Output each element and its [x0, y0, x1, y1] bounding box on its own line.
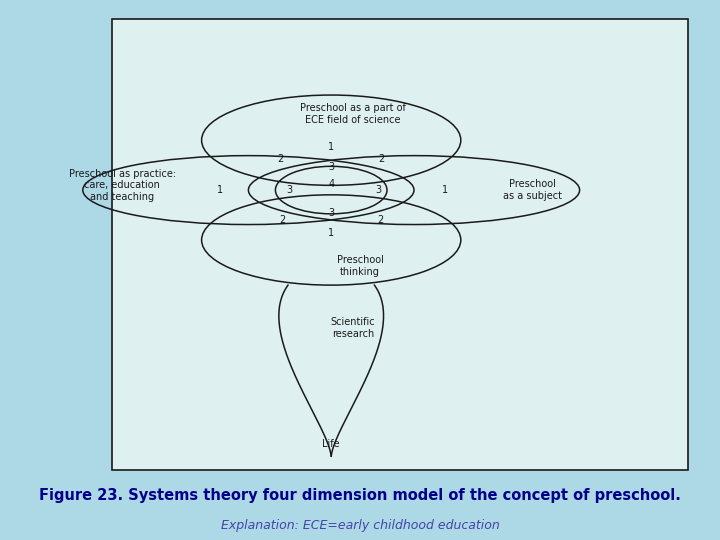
FancyBboxPatch shape	[112, 19, 688, 470]
Text: 3: 3	[328, 208, 334, 218]
Text: 3: 3	[328, 163, 334, 172]
Text: Life: Life	[323, 440, 340, 449]
Text: Figure 23. Systems theory four dimension model of the concept of preschool.: Figure 23. Systems theory four dimension…	[39, 489, 681, 503]
Text: 2: 2	[377, 214, 383, 225]
Text: 1: 1	[328, 143, 334, 152]
Text: Preschool as practice:
care, education
and teaching: Preschool as practice: care, education a…	[69, 168, 176, 202]
Text: 1: 1	[217, 185, 222, 195]
Text: 3: 3	[375, 185, 381, 195]
Text: 1: 1	[442, 185, 448, 195]
Text: Preschool
thinking: Preschool thinking	[336, 255, 384, 277]
Text: 2: 2	[279, 214, 285, 225]
Text: 4: 4	[328, 179, 334, 190]
Text: 2: 2	[379, 154, 384, 164]
Text: Preschool
as a subject: Preschool as a subject	[503, 179, 562, 201]
Text: Explanation: ECE=early childhood education: Explanation: ECE=early childhood educati…	[220, 519, 500, 532]
Text: 3: 3	[287, 185, 292, 195]
Text: Scientific
research: Scientific research	[330, 317, 375, 339]
Text: 1: 1	[328, 228, 334, 238]
Text: 2: 2	[278, 154, 284, 164]
Text: Preschool as a part of
ECE field of science: Preschool as a part of ECE field of scie…	[300, 103, 406, 125]
